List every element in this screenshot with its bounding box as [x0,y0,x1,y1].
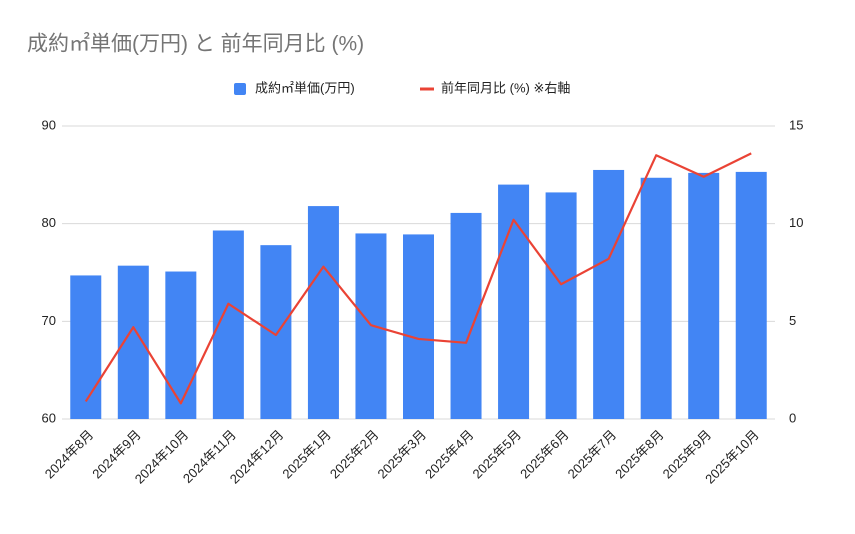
bar [165,271,197,419]
y-tick-label: 90 [42,117,56,132]
bar [688,172,720,419]
chart-title: 成約㎡単価(万円) と 前年同月比 (%) [27,32,364,56]
x-tick-label: 2024年8月 [42,427,97,482]
y-tick-label: 70 [42,313,56,328]
bar [70,275,102,419]
x-tick-label: 2025年7月 [565,427,620,482]
bar [640,177,672,419]
y2-tick-label: 10 [789,215,803,230]
bar [403,234,434,419]
bar [545,192,577,419]
legend-label: 前年同月比 (%) ※右軸 [441,80,570,95]
legend-label: 成約㎡単価(万円) [255,80,355,95]
y2-tick-label: 5 [789,313,796,328]
bar [593,169,625,419]
y-tick-label: 60 [42,410,56,425]
x-tick-label: 2025年3月 [374,427,429,482]
x-tick-label: 2025年4月 [422,427,477,482]
x-tick-label: 2025年2月 [327,427,382,482]
y2-tick-label: 15 [789,117,803,132]
x-tick-label: 2025年1月 [279,427,334,482]
y-tick-label: 80 [42,215,56,230]
line [84,152,752,405]
bar [260,245,292,419]
bar [735,171,767,419]
bar [498,184,530,419]
x-tick-label: 2025年5月 [470,427,525,482]
bar [307,206,339,419]
x-tick-label: 2025年8月 [612,427,667,482]
y2-tick-label: 0 [789,410,796,425]
x-tick-label: 2025年6月 [517,427,572,482]
legend-swatch [234,83,246,95]
